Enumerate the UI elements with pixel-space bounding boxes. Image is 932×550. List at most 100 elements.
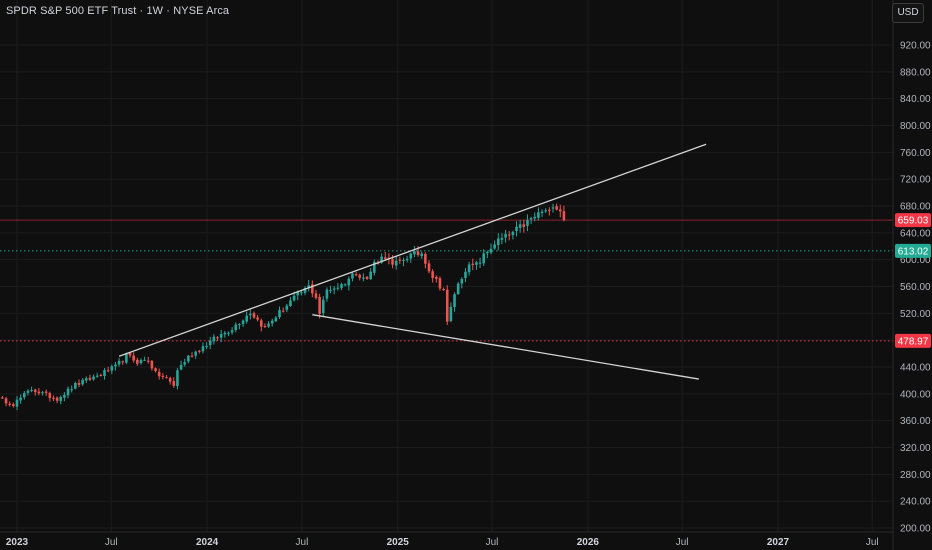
candle-body <box>256 317 259 320</box>
candle-body <box>489 248 493 253</box>
candle-body <box>12 404 15 406</box>
candle-body <box>347 278 351 286</box>
candle-body <box>522 224 526 227</box>
candle-body <box>518 224 522 228</box>
candle-body <box>139 359 143 364</box>
candle-body <box>81 379 84 385</box>
candle-body <box>44 391 48 393</box>
candle-body <box>383 257 387 259</box>
candle-body <box>420 253 424 257</box>
candle-body <box>529 218 533 220</box>
chart-title: SPDR S&P 500 ETF Trust · 1W · NYSE Arca <box>6 5 230 17</box>
candle-body <box>540 211 544 213</box>
candle-body <box>70 389 73 391</box>
candle-body <box>234 324 238 331</box>
y-tick-label: 200.00 <box>900 524 931 535</box>
candle-body <box>493 244 496 249</box>
candle-body <box>464 271 467 279</box>
candle-body <box>132 355 135 361</box>
y-tick-label: 880.00 <box>900 67 931 78</box>
candle-body <box>311 284 314 294</box>
candle-body <box>146 360 150 362</box>
candle-body <box>212 336 216 342</box>
candle-body <box>99 375 103 377</box>
price-tags: 659.03 613.02 478.97 <box>895 213 931 348</box>
candle-body <box>59 396 63 402</box>
candle-body <box>511 231 515 236</box>
y-tick-label: 520.00 <box>900 309 931 320</box>
candle-body <box>402 260 405 262</box>
trendline <box>118 143 707 357</box>
candle-body <box>161 375 165 377</box>
candle-body <box>110 366 114 371</box>
trendlines[interactable] <box>118 143 707 380</box>
candle-body <box>438 278 442 289</box>
x-tick-label: Jul <box>296 537 309 548</box>
candle-body <box>95 375 99 377</box>
candle-body <box>445 289 449 322</box>
currency-button[interactable]: USD <box>892 3 924 23</box>
candle-body <box>431 271 434 278</box>
candle-body <box>270 320 274 324</box>
y-tick-label: 560.00 <box>900 282 931 293</box>
candle-body <box>548 209 551 211</box>
candle-body <box>507 234 511 236</box>
candle-body <box>281 310 285 312</box>
candle-body <box>198 350 201 352</box>
candle-body <box>398 259 402 261</box>
candle-body <box>449 306 453 322</box>
time-axis[interactable]: 2023 Jul 2024 Jul 2025 Jul 2026 Jul 2027 Jul <box>6 537 879 548</box>
candle-body <box>52 397 55 399</box>
candle-body <box>128 352 132 356</box>
y-tick-label: 240.00 <box>900 497 931 508</box>
candlesticks <box>0 203 566 411</box>
y-tick-label: 920.00 <box>900 41 931 52</box>
price-axis[interactable]: 920.00 880.00 840.00 800.00 760.00 720.00 680.… <box>900 41 931 535</box>
candle-body <box>219 334 223 338</box>
candle-body <box>533 216 537 219</box>
candle-body <box>413 251 416 255</box>
candle-body <box>121 361 125 363</box>
candle-body <box>114 364 117 367</box>
candle-body <box>201 346 205 352</box>
candle-body <box>292 295 296 301</box>
candle-body <box>194 351 197 356</box>
candle-body <box>394 260 398 266</box>
x-tick-label: 2023 <box>6 537 29 548</box>
candle-body <box>296 292 300 296</box>
price-levels <box>0 219 893 342</box>
candle-body <box>245 315 249 322</box>
candle-body <box>332 288 336 290</box>
candle-body <box>106 370 110 372</box>
candle-body <box>424 253 427 264</box>
candle-body <box>249 313 252 316</box>
candle-body <box>336 287 340 289</box>
candle-body <box>478 262 482 264</box>
y-tick-label: 680.00 <box>900 202 931 213</box>
price-tag-label: 613.02 <box>898 246 929 257</box>
price-tag-label: 478.97 <box>898 336 929 347</box>
candle-body <box>500 237 504 240</box>
candle-body <box>555 206 558 210</box>
candle-body <box>329 290 332 292</box>
candle-body <box>482 253 486 264</box>
candle-body <box>205 345 208 347</box>
candle-body <box>285 305 289 310</box>
candle-body <box>475 262 478 265</box>
x-tick-label: 2027 <box>767 537 790 548</box>
candle-body <box>303 288 307 293</box>
candle-body <box>252 313 256 318</box>
candle-body <box>456 283 460 294</box>
candle-body <box>176 370 179 387</box>
candle-body <box>22 393 26 398</box>
candle-body <box>558 209 562 212</box>
candle-body <box>15 399 19 407</box>
candle-body <box>103 370 106 376</box>
candle-body <box>238 324 241 326</box>
candle-body <box>340 284 343 289</box>
candle-body <box>223 332 227 335</box>
x-tick-label: 2026 <box>577 537 600 548</box>
candle-body <box>172 381 176 386</box>
candle-body <box>467 264 471 273</box>
